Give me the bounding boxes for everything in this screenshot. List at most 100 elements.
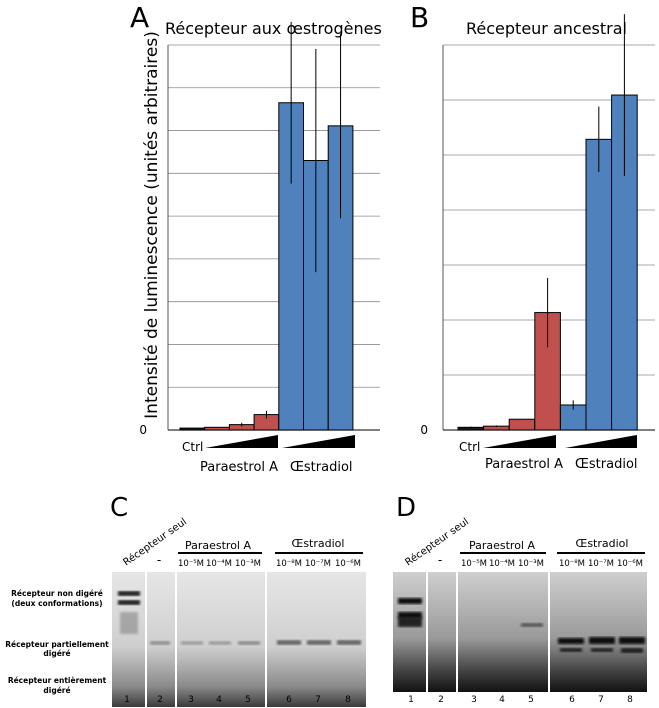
row-label-partially-digested-2: digéré: [43, 649, 70, 658]
panel-b-estradiol-label: Œstradiol: [575, 457, 638, 472]
panel-d-para-conc-2: 10⁻⁴M: [489, 559, 515, 569]
panel-d-band-lane6-b: [560, 648, 582, 652]
panel-b-zero-label: 0: [420, 423, 428, 437]
panel-c-minus: -: [157, 553, 161, 567]
panel-d-divider-3: [548, 572, 550, 692]
panel-a-gridlines: [168, 44, 380, 388]
panel-c-gel-image: [112, 572, 366, 707]
y-axis-label: Intensité de luminescence (unités arbitr…: [142, 31, 162, 419]
panel-c-lane-2: 2: [157, 695, 163, 705]
panel-d-lane-4: 4: [499, 695, 505, 705]
row-label-undigested: Récepteur non digéré: [11, 589, 103, 598]
panel-c-band-lane7: [307, 640, 331, 645]
panel-a-ctrl-label: Ctrl: [182, 440, 203, 454]
panel-d-estr-conc-1: 10⁻⁸M: [559, 559, 585, 569]
panel-c-estradiol-header: Œstradiol: [292, 537, 345, 550]
panel-c-band-lane8: [337, 640, 361, 645]
panel-a-bars: [179, 102, 354, 431]
panel-c-band-lane6: [277, 640, 301, 645]
panel-a-paraestrol-label: Paraestrol A: [200, 460, 278, 475]
panel-d-divider-1: [426, 572, 428, 692]
panel-b-title: Récepteur ancestral: [466, 19, 627, 38]
panel-c-para-conc-1: 10⁻⁵M: [178, 559, 204, 569]
panel-d-band-lane8-b: [621, 648, 643, 653]
panel-d-lane-6: 6: [569, 695, 575, 705]
panel-c-divider-2: [175, 572, 177, 707]
panel-c-band-lane3: [181, 641, 203, 645]
panel-b-error-bars: [470, 14, 625, 429]
panel-c-para-conc-2: 10⁻⁴M: [206, 559, 232, 569]
panel-b: B Récepteur ancestral 0 Ctrl Paraestrol …: [410, 1, 655, 472]
panel-d-band-lane1-b: [398, 612, 422, 619]
panel-d-para-conc-1: 10⁻⁵M: [461, 559, 487, 569]
panel-d-divider-2: [456, 572, 458, 692]
row-label-fully-digested-2: digéré: [43, 686, 70, 695]
panel-a: A Récepteur aux œstrogènes Intensité de …: [130, 1, 382, 475]
panel-d-lane-5: 5: [528, 695, 534, 705]
panel-c-band-lane1-a: [118, 591, 140, 596]
panel-c-band-lane1-smear: [120, 612, 138, 634]
panel-d-paraestrol-header: Paraestrol A: [469, 539, 536, 552]
panel-b-letter: B: [410, 1, 429, 34]
panel-c-lane-1: 1: [124, 695, 130, 705]
panel-d-lane-2: 2: [438, 695, 444, 705]
panel-c-estr-conc-1: 10⁻⁸M: [276, 559, 302, 569]
panel-c-lane-7: 7: [315, 695, 321, 705]
panel-b-paraestrol-label: Paraestrol A: [485, 457, 563, 472]
panel-c-divider-1: [145, 572, 147, 707]
panel-c-lane-8: 8: [345, 695, 351, 705]
panel-d-band-lane5: [521, 623, 543, 627]
panel-c-lane-3: 3: [188, 695, 194, 705]
panel-d-band-lane1-c: [398, 617, 422, 627]
panel-a-bar-2: [204, 426, 230, 431]
panel-a-title: Récepteur aux œstrogènes: [165, 19, 382, 38]
panel-c-lane-5: 5: [245, 695, 251, 705]
row-label-two-conformations: (deux conformations): [11, 599, 102, 608]
row-label-partially-digested: Récepteur partiellement: [5, 640, 109, 649]
panel-b-estradiol-wedge: [565, 435, 637, 448]
panel-d-band-lane7-a: [589, 637, 615, 644]
panel-b-bar-6: [585, 138, 613, 431]
panel-d-estradiol-header: Œstradiol: [576, 537, 629, 550]
panel-c-band-lane2: [150, 641, 170, 645]
panel-b-bars: [457, 94, 638, 431]
panel-d-lane-1: 1: [408, 695, 414, 705]
panel-c-paraestrol-header: Paraestrol A: [185, 539, 252, 552]
panel-a-paraestrol-wedge: [205, 435, 278, 448]
panel-a-estradiol-label: Œstradiol: [290, 460, 353, 475]
panel-a-estradiol-wedge: [282, 435, 355, 448]
panel-d-band-lane8-a: [619, 637, 645, 644]
panel-c-lane-6: 6: [286, 695, 292, 705]
panel-c-gel: C Récepteur seul - Paraestrol A Œstradio…: [5, 493, 366, 707]
panel-d-estr-conc-2: 10⁻⁷M: [588, 559, 614, 569]
panel-d-lane-8: 8: [627, 695, 633, 705]
panel-d-minus: -: [438, 553, 442, 567]
panel-c-lane-4: 4: [216, 695, 222, 705]
panel-b-bar-3: [508, 418, 536, 431]
panel-b-ctrl-label: Ctrl: [459, 440, 480, 454]
panel-d-band-lane7-b: [591, 648, 613, 652]
panel-c-band-lane5: [238, 641, 260, 645]
panel-d-lane-7: 7: [598, 695, 604, 705]
panel-d-gel: D Récepteur seul - Paraestrol A Œstradio…: [393, 493, 647, 705]
panel-a-error-bars: [241, 21, 342, 427]
panel-d-band-lane1-a: [398, 598, 422, 604]
panel-d-para-conc-3: 10⁻³M: [518, 559, 544, 569]
panel-c-band-lane1-b: [118, 600, 140, 605]
panel-c-para-conc-3: 10⁻³M: [235, 559, 261, 569]
panel-a-letter: A: [130, 1, 149, 34]
panel-c-letter: C: [110, 493, 128, 523]
panel-a-zero-label: 0: [139, 423, 147, 437]
panel-d-band-lane6-a: [558, 638, 584, 644]
panel-b-paraestrol-wedge: [483, 435, 556, 448]
panel-d-gel-image: [393, 572, 647, 692]
panel-c-divider-3: [265, 572, 267, 707]
panel-a-bar-1: [179, 427, 206, 431]
panel-d-lane-3: 3: [471, 695, 477, 705]
panel-c-band-lane4: [209, 641, 231, 645]
panel-c-estr-conc-2: 10⁻⁷M: [305, 559, 331, 569]
panel-d-estr-conc-3: 10⁻⁶M: [617, 559, 643, 569]
row-label-fully-digested: Récepteur entièrement: [8, 676, 107, 685]
panel-c-estr-conc-3: 10⁻⁶M: [335, 559, 361, 569]
